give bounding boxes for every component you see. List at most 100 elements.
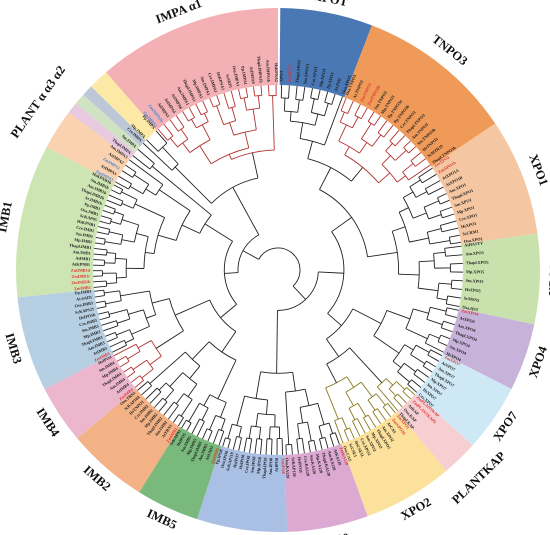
branch: [180, 128, 189, 140]
branch: [104, 241, 121, 245]
branch: [338, 124, 347, 142]
branch: [103, 239, 106, 245]
branch: [367, 399, 376, 411]
branch: [382, 406, 392, 418]
clade-sector-mini3: [83, 86, 147, 147]
branch: [437, 334, 442, 342]
branch: [397, 371, 410, 383]
branch: [209, 415, 217, 431]
leaf-label: HsXPO4: [446, 351, 463, 363]
branch: [359, 142, 368, 154]
leaf-label: Cre.KA120: [303, 456, 311, 477]
branch: [410, 344, 417, 355]
branch: [186, 419, 192, 424]
branch: [408, 164, 431, 181]
branch: [327, 313, 342, 326]
leaf-label: Sm.XPO5: [466, 278, 484, 284]
branch: [388, 388, 397, 397]
branch: [394, 135, 406, 147]
branch: [450, 241, 461, 245]
clade-label-xpo5: XPO5: [546, 263, 550, 296]
branch: [389, 129, 400, 142]
branch: [349, 347, 383, 384]
leaf-label: Thapl.KA120: [321, 452, 332, 477]
branch: [448, 237, 451, 244]
branch: [134, 380, 144, 388]
branch: [95, 300, 106, 304]
leaf-label: AtCAS: [386, 421, 398, 435]
clade-sector-ka120: [284, 443, 368, 532]
branch: [157, 128, 168, 141]
leaf-label: ZmIMB1d: [71, 268, 91, 273]
branch: [269, 426, 271, 439]
leaf-label: Am.IMB5: [197, 443, 208, 462]
branch: [450, 280, 453, 289]
branch: [405, 308, 414, 329]
leaf-label: XPOT: [279, 70, 284, 82]
branch: [292, 285, 306, 300]
branch: [238, 426, 242, 438]
branch: [372, 411, 382, 425]
branch: [115, 320, 119, 326]
leaf-label: AtIMB1: [75, 256, 90, 262]
leaf-label: Osa.IMPA1: [232, 65, 241, 87]
branch: [352, 308, 382, 324]
branch: [378, 172, 391, 184]
branch: [169, 372, 184, 387]
leaf-label: ZmIPO8: [281, 458, 286, 474]
branch: [310, 98, 315, 113]
branch: [297, 421, 308, 425]
branch: [318, 422, 330, 427]
branch: [142, 142, 173, 171]
branch: [324, 437, 329, 449]
branch: [155, 330, 184, 349]
branch: [132, 359, 148, 370]
leaf-label: Pp.IMB1: [84, 201, 101, 211]
branch: [439, 199, 450, 205]
leaf-label: AtKA120: [333, 448, 343, 466]
branch: [220, 303, 237, 318]
branch: [196, 421, 205, 437]
leaf-label: Mp.XPO4: [452, 337, 472, 349]
branch: [136, 233, 149, 237]
branch: [130, 375, 141, 383]
branch: [392, 360, 402, 368]
leaf-label: AtXPO7: [441, 360, 457, 372]
branch: [319, 438, 323, 450]
branch: [121, 239, 135, 243]
branch: [436, 297, 448, 301]
branch: [307, 441, 311, 453]
leaf-label: Thapl.IMPA1b: [256, 56, 264, 84]
leaf-label: Osa.XPOT: [341, 74, 353, 94]
leaf-label: Pp.IMB3: [75, 289, 92, 296]
branch: [99, 220, 111, 225]
branch: [295, 98, 303, 101]
branch: [314, 113, 319, 126]
branch: [385, 150, 396, 161]
branch: [141, 385, 152, 396]
leaf-label: AtXPO4: [459, 315, 476, 324]
branch: [307, 141, 313, 159]
leaf-label: Cre.XPOT: [310, 66, 319, 86]
branch: [111, 189, 121, 195]
branch: [417, 369, 429, 378]
branch: [276, 310, 278, 374]
clade-label-xpo1: XPO1: [526, 152, 550, 187]
branch: [213, 429, 220, 444]
branch: [228, 154, 232, 160]
clade-sector-xpo1: [431, 123, 538, 245]
branch: [172, 414, 180, 423]
leaf-label: Osa.IPO8: [219, 450, 229, 468]
branch: [174, 299, 210, 316]
branch: [415, 191, 428, 198]
branch: [188, 107, 195, 118]
clade-sector-xpo2: [341, 411, 447, 517]
branch: [209, 97, 214, 108]
branch: [165, 382, 174, 391]
clade-sector-xpo7: [415, 353, 512, 446]
branch: [440, 220, 457, 226]
branch: [181, 224, 200, 234]
branch: [409, 179, 421, 188]
branch: [398, 273, 420, 276]
branch: [207, 430, 213, 442]
